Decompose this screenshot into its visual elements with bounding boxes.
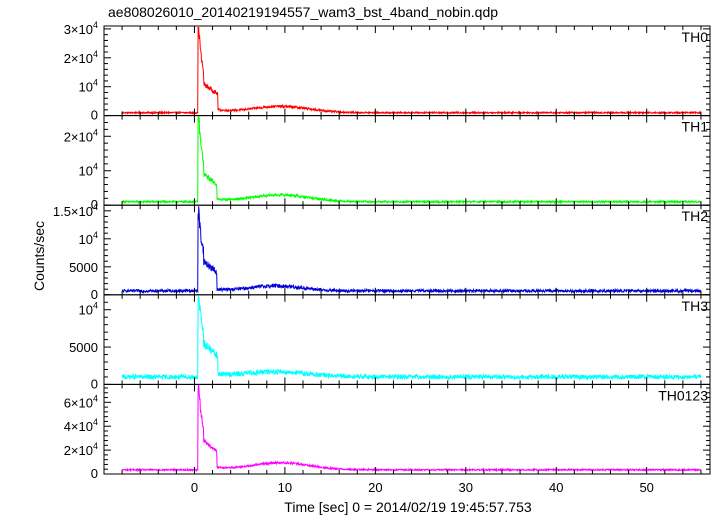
panel-label-th3: TH3 <box>682 298 709 314</box>
y-tick-label: 104 <box>79 301 98 318</box>
y-tick-label: 0 <box>91 197 98 212</box>
panel-label-th0123: TH0123 <box>658 387 708 403</box>
panel-frame <box>103 383 711 475</box>
chart-title: ae808026010_20140219194557_wam3_bst_4ban… <box>108 4 498 20</box>
y-tick-label: 5000 <box>69 340 98 355</box>
panel-th3: 0 5000 104 TH3 <box>69 294 711 391</box>
panel-frame <box>103 204 711 296</box>
x-tick-label: 10 <box>278 480 292 495</box>
x-tick-label: 40 <box>549 480 563 495</box>
x-tick-label: 30 <box>459 480 473 495</box>
panel-frame <box>103 115 711 206</box>
y-tick-label: 2×104 <box>64 49 98 66</box>
y-tick-label: 104 <box>79 78 98 95</box>
panel-th0: 0 104 2×104 3×104 TH0 <box>64 20 711 123</box>
panel-frame <box>103 294 711 385</box>
y-tick-label: 4×104 <box>64 417 98 434</box>
panel-label-th0: TH0 <box>682 29 709 45</box>
panel-frame <box>103 25 711 117</box>
series-line-th0123 <box>121 384 702 473</box>
y-tick-label: 0 <box>91 376 98 391</box>
x-tick-label: 0 <box>191 480 198 495</box>
series-line-th1 <box>121 116 702 205</box>
y-tick-label: 104 <box>79 162 98 179</box>
y-tick-label: 0 <box>91 287 98 302</box>
panel-th0123: 0 2×104 4×104 6×104 TH0123 <box>64 383 711 481</box>
y-tick-label: 104 <box>79 230 98 247</box>
y-tick-label: 1.5×104 <box>53 202 98 219</box>
series-line-th0 <box>121 26 702 116</box>
y-tick-label: 3×104 <box>64 20 98 37</box>
x-tick-label: 50 <box>639 480 653 495</box>
y-axis-label: Counts/sec <box>31 221 47 291</box>
x-tick-label: 20 <box>368 480 382 495</box>
y-tick-label: 0 <box>91 108 98 123</box>
y-tick-label: 5000 <box>69 260 98 275</box>
x-axis-label: Time [sec] 0 = 2014/02/19 19:45:57.753 <box>284 499 532 515</box>
y-tick-label: 2×104 <box>64 127 98 144</box>
series-line-th3 <box>121 295 702 381</box>
y-tick-label: 6×104 <box>64 393 98 410</box>
series-line-th2 <box>121 206 701 295</box>
panel-th1: 0 104 2×104 TH1 <box>64 115 711 212</box>
panel-label-th2: TH2 <box>682 208 709 224</box>
panel-th2: 0 5000 104 1.5×104 TH2 <box>53 202 711 302</box>
y-tick-label: 2×104 <box>64 441 98 458</box>
y-tick-label: 0 <box>91 466 98 481</box>
panel-label-th1: TH1 <box>682 119 709 135</box>
